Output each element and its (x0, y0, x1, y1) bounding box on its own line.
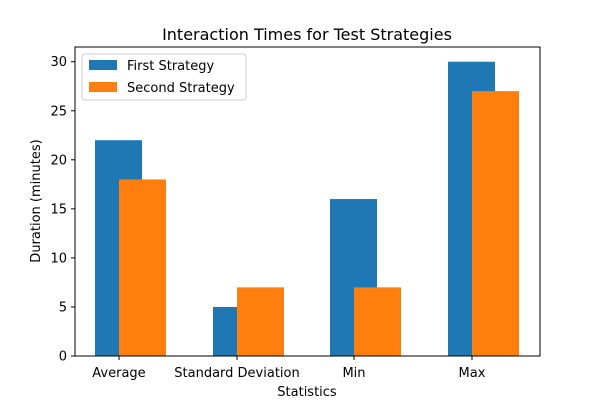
y-axis-label: Duration (minutes) (29, 139, 44, 262)
bars-group (95, 61, 519, 357)
legend-box (81, 53, 247, 101)
y-tick-label: 5 (59, 300, 67, 315)
y-axis: 0 5 10 15 20 25 30 (50, 55, 75, 365)
chart-title: Interaction Times for Test Strategies (162, 25, 452, 44)
legend-label-second: Second Strategy (127, 81, 235, 96)
x-tick-label: Standard Deviation (174, 366, 299, 381)
plot-frame (74, 46, 541, 357)
x-axis-label: Statistics (277, 385, 337, 400)
y-tick-label: 25 (50, 104, 67, 119)
bar-second-max (472, 91, 519, 357)
y-tick-label: 20 (50, 153, 67, 168)
bar-second-standard-deviation (237, 287, 284, 356)
bar-second-min (354, 287, 401, 356)
legend-label-first: First Strategy (127, 59, 214, 74)
y-tick-label: 30 (50, 55, 67, 70)
legend-swatch-first (89, 60, 117, 70)
x-tick-label: Average (92, 366, 145, 381)
legend-swatch-second (89, 82, 117, 92)
y-tick-label: 0 (59, 350, 67, 365)
y-tick-label: 15 (50, 202, 67, 217)
bar-second-average (119, 179, 166, 356)
legend: First Strategy Second Strategy (81, 53, 247, 101)
x-tick-label: Max (459, 366, 486, 381)
y-tick-label: 10 (50, 251, 67, 266)
x-axis: Average Standard Deviation Min Max (92, 356, 486, 381)
x-tick-label: Min (342, 366, 365, 381)
